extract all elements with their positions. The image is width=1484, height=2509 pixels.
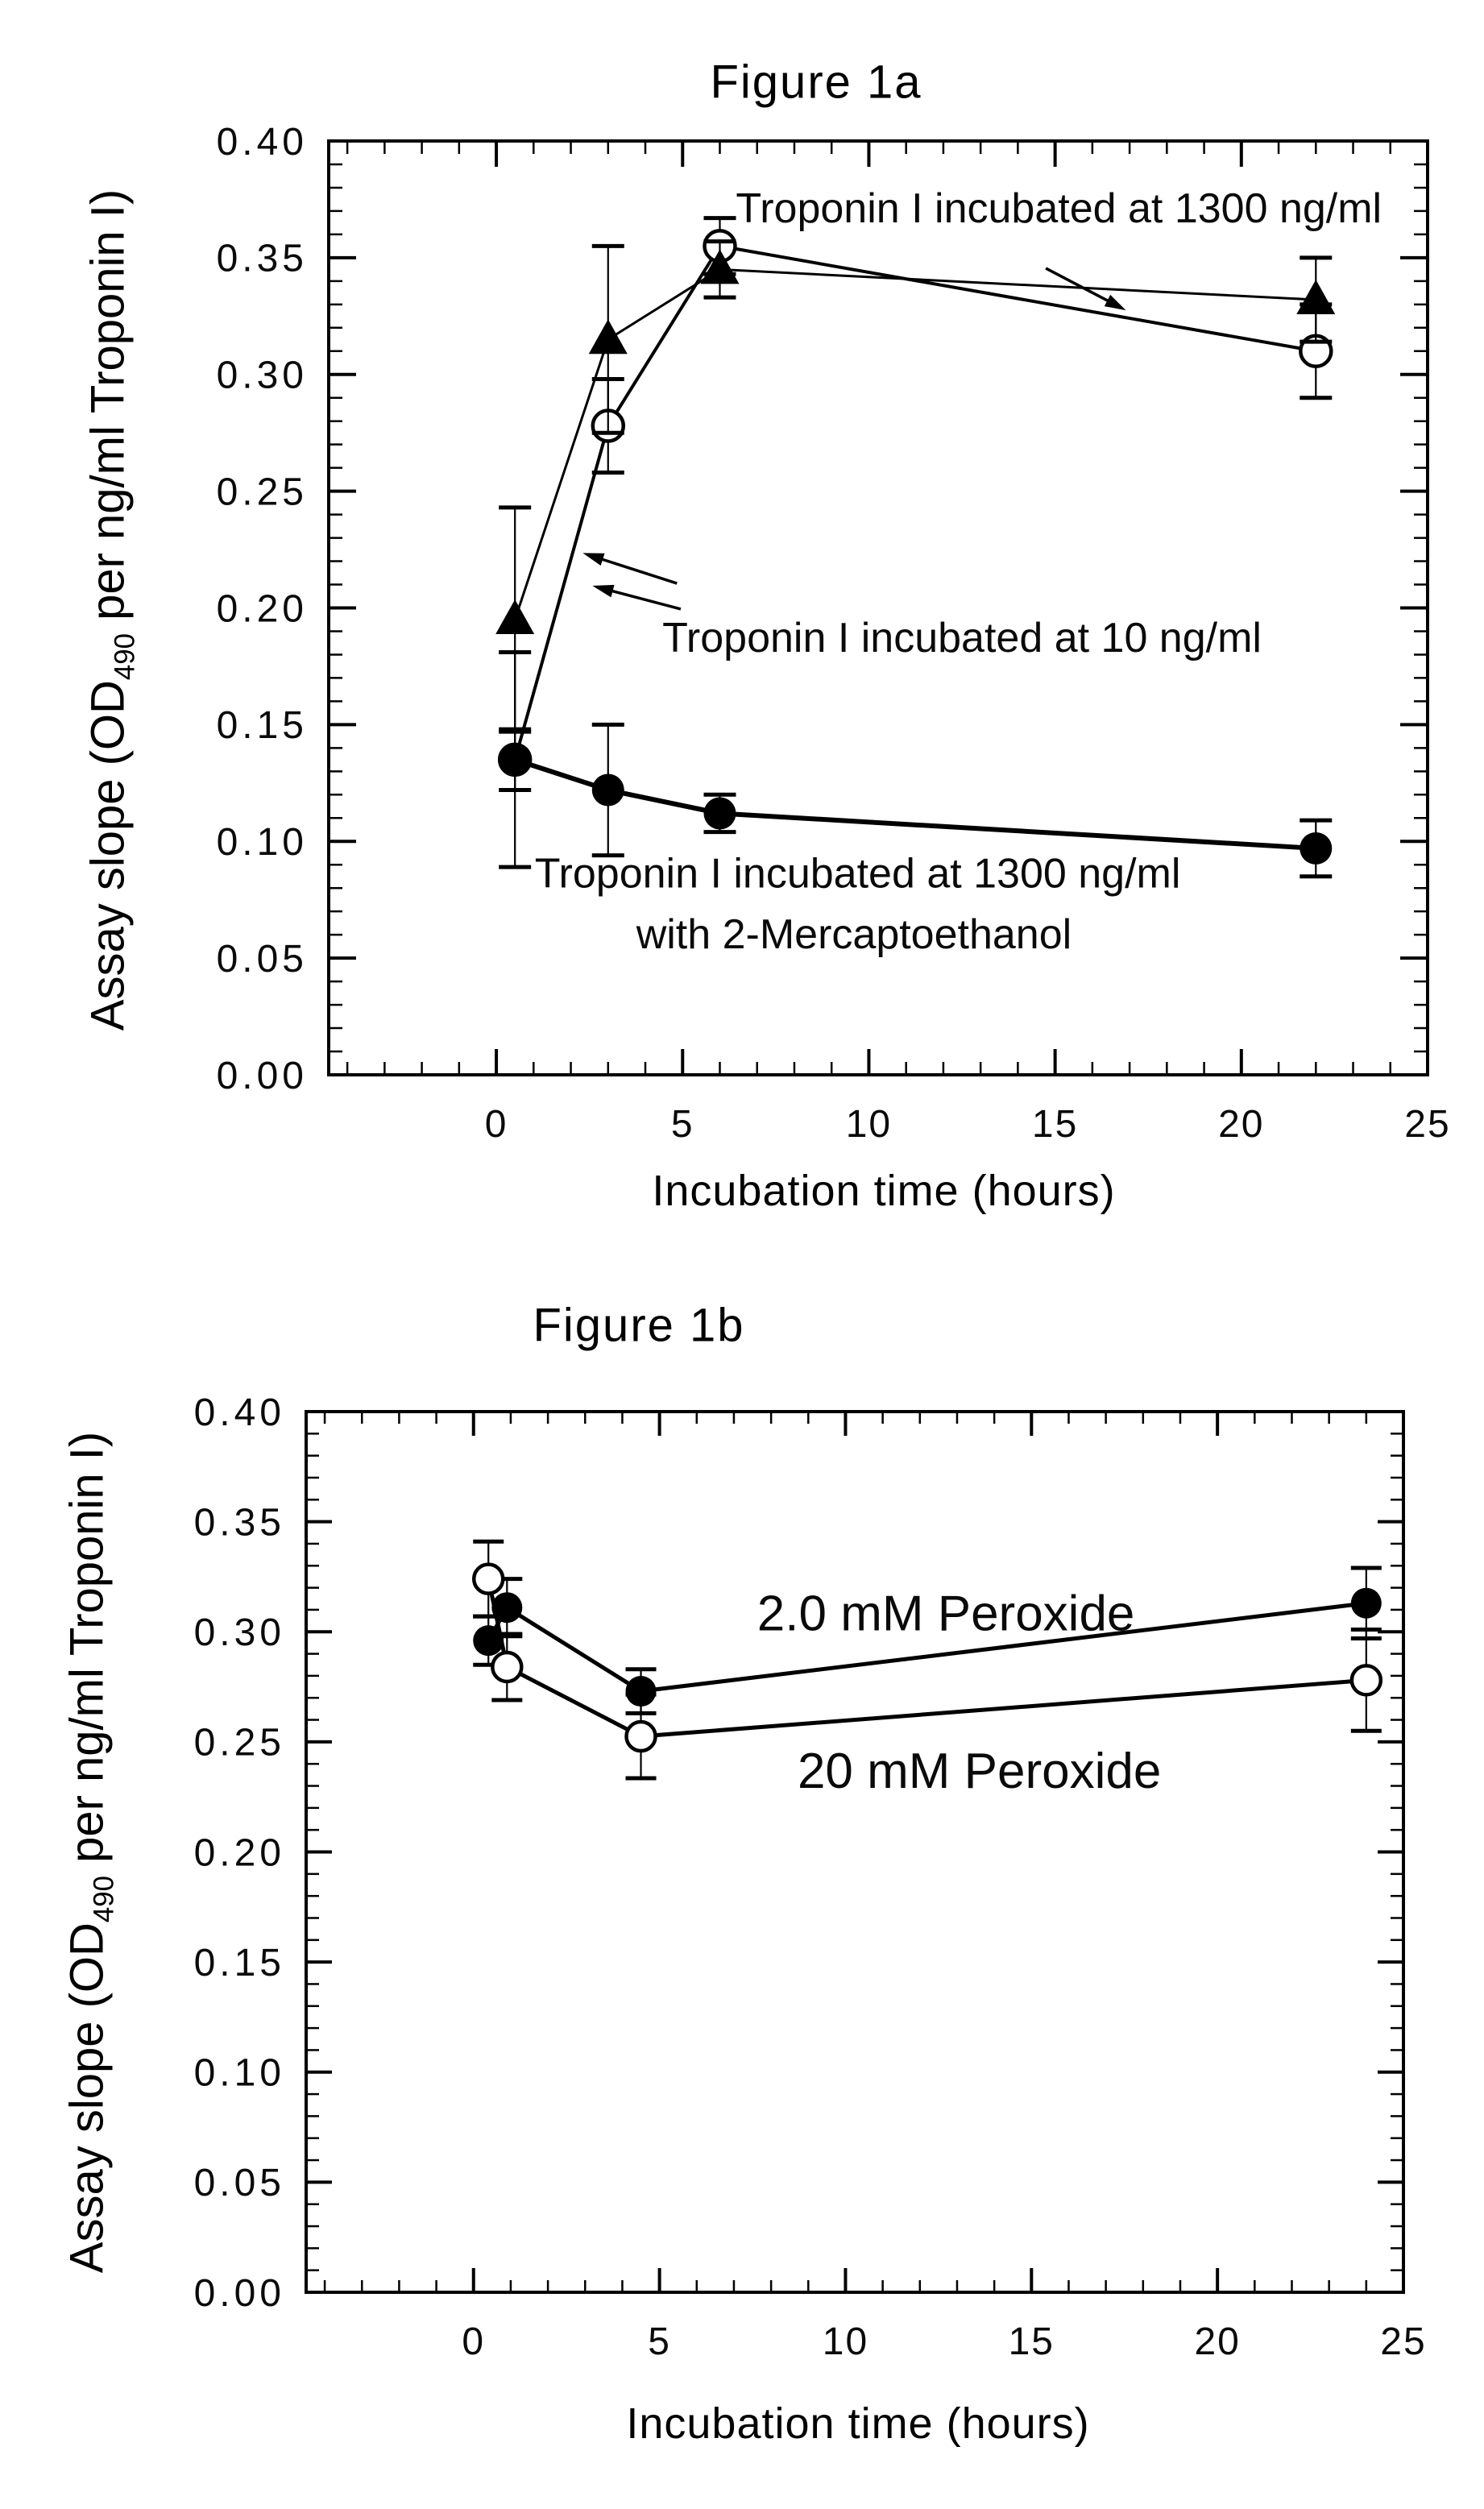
series-line xyxy=(514,757,1316,851)
y-tick-label: 0.25 xyxy=(217,471,308,513)
marker-triangle-filled xyxy=(495,599,535,634)
marker-circle-filled xyxy=(1350,1587,1382,1619)
y-tick-label: 0.25 xyxy=(194,1722,285,1765)
x-tick-label: 20 xyxy=(1218,1103,1264,1146)
figure-fig1a: 0 5 10 15 20 25 0.00 0.05 0.10 0.15 0.20 0.25 0.30 0.… xyxy=(217,121,1450,1146)
series-line xyxy=(513,244,1316,761)
y-tick-label: 0.05 xyxy=(194,2162,285,2204)
x-tick-label: 0 xyxy=(462,2320,485,2363)
annotation-label: Troponin I incubated at 10 ng/ml xyxy=(662,615,1262,661)
marker-triangle-filled xyxy=(1296,280,1336,315)
figure-1a-title: Figure 1a xyxy=(710,56,922,109)
annotation-label: Troponin I incubated at 1300 ng/ml xyxy=(736,185,1382,232)
y-tick-label: 0.15 xyxy=(194,1942,285,1984)
marker-circle-filled xyxy=(703,797,736,830)
annotation-arrow xyxy=(1045,267,1126,311)
x-tick-label: 0 xyxy=(485,1103,508,1146)
annotation-label: 2.0 mM Peroxide xyxy=(757,1586,1135,1642)
series-line xyxy=(513,267,1316,620)
y-tick-label: 0.35 xyxy=(217,238,308,280)
fig1b-x-axis-label: Incubation time (hours) xyxy=(626,2399,1090,2448)
marker-circle-open xyxy=(1349,1664,1383,1697)
x-tick-label: 5 xyxy=(671,1103,694,1146)
figure-1b-title: Figure 1b xyxy=(533,1299,745,1352)
y-tick-label: 0.35 xyxy=(194,1501,285,1544)
series-troponin-1300-mercaptoethanol xyxy=(499,650,1333,879)
y-tick-label: 0.20 xyxy=(194,1831,285,1874)
x-tick-label: 5 xyxy=(648,2320,671,2363)
marker-triangle-filled xyxy=(588,319,628,355)
y-tick-label: 0.05 xyxy=(217,938,308,981)
fig1a-x-axis-label: Incubation time (hours) xyxy=(652,1167,1116,1215)
y-tick-label: 0.30 xyxy=(194,1611,285,1654)
x-tick-label: 15 xyxy=(1032,1103,1078,1146)
marker-triangle-filled xyxy=(700,249,740,284)
x-tick-label: 20 xyxy=(1194,2320,1240,2363)
y-tick-label: 0.00 xyxy=(217,1055,308,1097)
marker-circle-open xyxy=(624,1719,657,1753)
x-tick-label: 10 xyxy=(823,2320,868,2363)
annotation-arrow xyxy=(582,553,678,585)
y-tick-label: 0.30 xyxy=(217,355,308,397)
marker-circle-open xyxy=(471,1562,505,1595)
fig1b-plot-frame xyxy=(305,1410,1405,2294)
y-tick-label: 0.20 xyxy=(217,587,308,630)
x-tick-label: 10 xyxy=(846,1103,892,1146)
y-tick-label: 0.00 xyxy=(194,2272,285,2315)
series-peroxide-20-mM xyxy=(471,1539,1383,1781)
series-line xyxy=(486,1578,1367,1739)
y-tick-label: 0.40 xyxy=(217,121,308,164)
series-troponin-1300 xyxy=(497,216,1333,793)
y-tick-label: 0.15 xyxy=(217,704,308,747)
x-tick-label: 25 xyxy=(1380,2320,1426,2363)
x-tick-label: 15 xyxy=(1009,2320,1055,2363)
annotation-label: 20 mM Peroxide xyxy=(798,1744,1161,1799)
annotation-label: with 2-Mercaptoethanol xyxy=(636,911,1072,958)
annotation-arrow xyxy=(592,584,682,611)
marker-circle-filled xyxy=(1300,831,1333,865)
y-tick-label: 0.40 xyxy=(194,1391,285,1434)
marker-circle-filled xyxy=(625,1676,657,1707)
marker-circle-filled xyxy=(591,773,624,807)
x-tick-label: 25 xyxy=(1404,1103,1450,1146)
marker-circle-open xyxy=(491,1650,524,1684)
figure-fig1b: 0 5 10 15 20 25 0.00 0.05 0.10 0.15 0.20 0.25 0.30 0.… xyxy=(194,1391,1426,2363)
annotation-label: Troponin I incubated at 1300 ng/ml xyxy=(535,851,1181,898)
y-tick-label: 0.10 xyxy=(194,2052,285,2095)
marker-circle-filled xyxy=(499,743,532,776)
y-tick-label: 0.10 xyxy=(217,821,308,864)
